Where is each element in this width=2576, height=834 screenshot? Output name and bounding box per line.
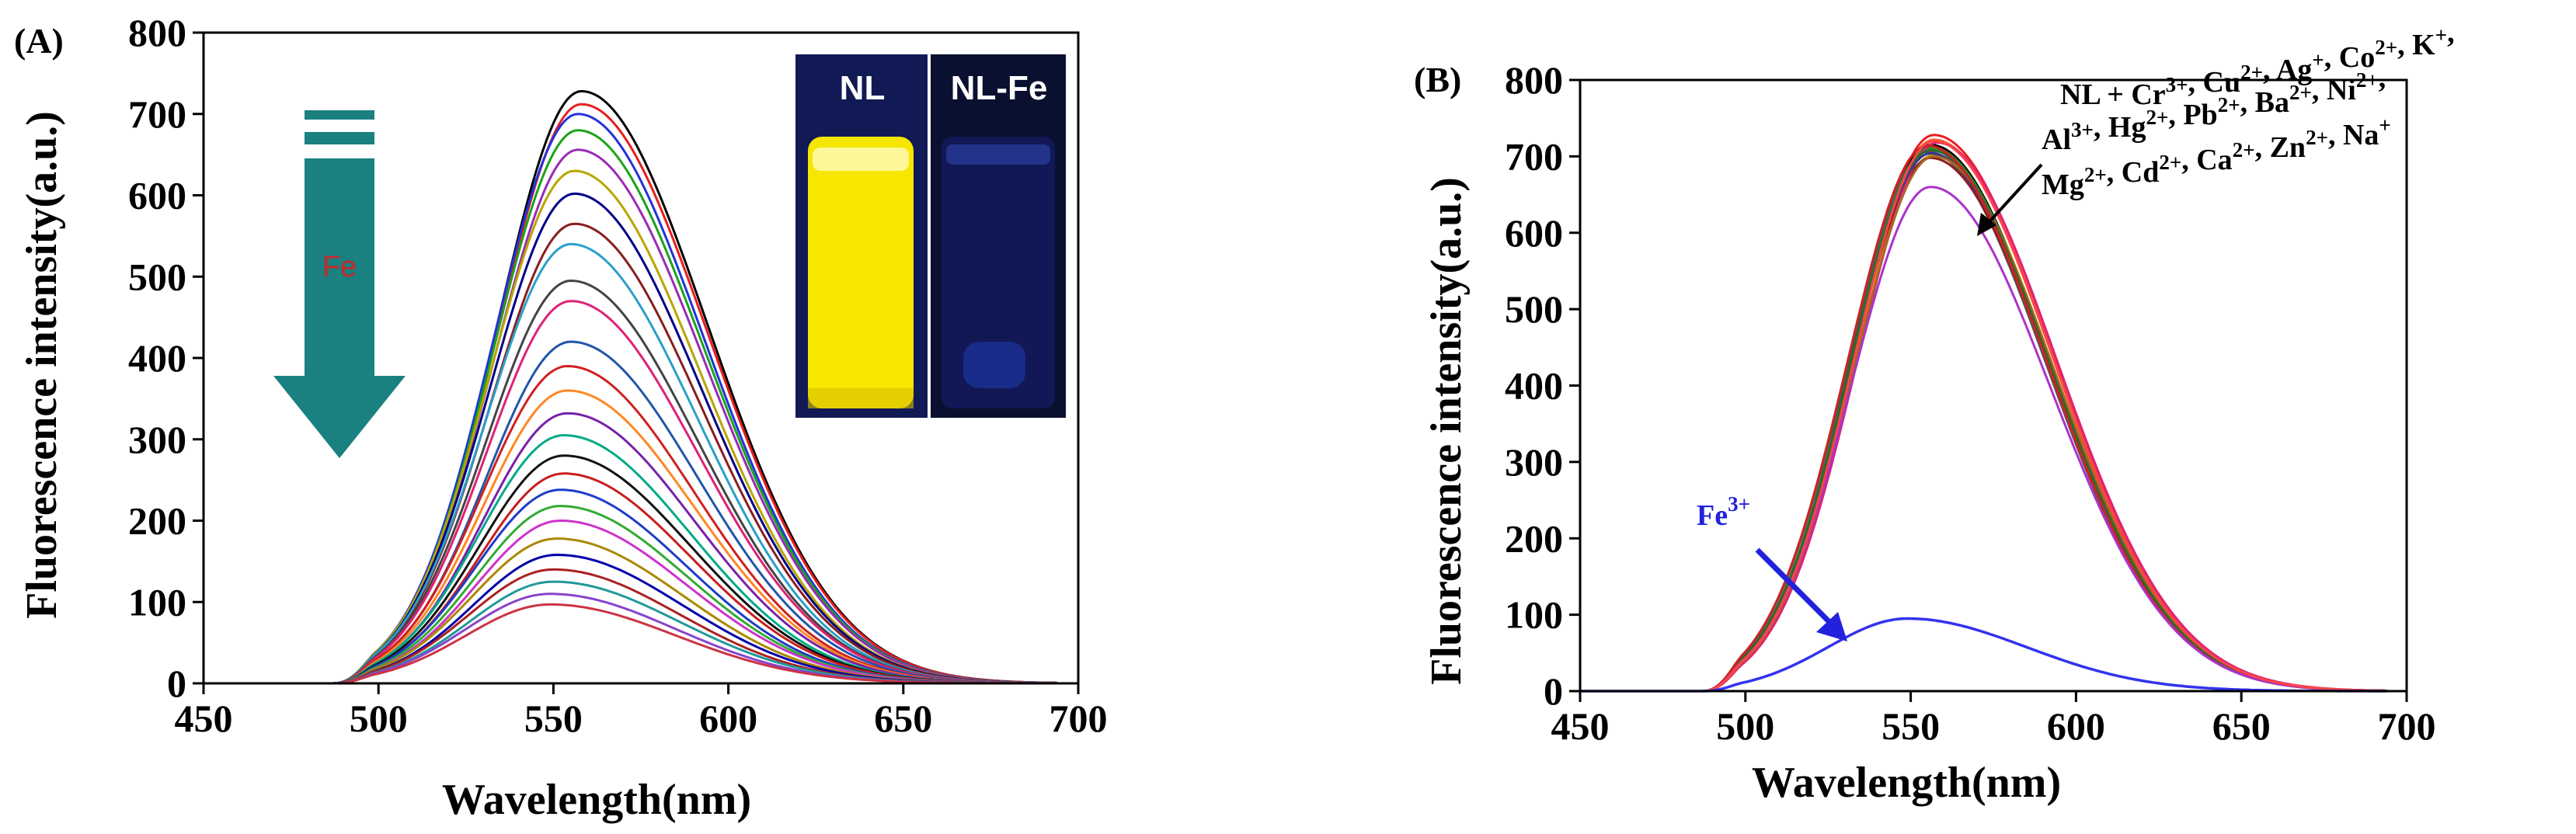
panel-b-xlabel: Wavelength(nm) (1752, 759, 2061, 807)
spectrum-line (1580, 186, 2387, 693)
y-tick-label: 700 (128, 92, 186, 136)
inset-label-nl-fe: NL-Fe (951, 69, 1048, 107)
y-tick-label: 100 (1505, 593, 1563, 637)
spectrum-line (204, 505, 1057, 685)
fe3-label: Fe3+ (1697, 492, 1750, 532)
y-tick-label: 200 (1505, 516, 1563, 560)
panel-b-ylabel: Fluorescence intensity(a.u.) (1422, 177, 1471, 685)
fe3-label-base: Fe (1697, 499, 1728, 532)
fe3-arrow-icon (1755, 547, 1847, 641)
panel-a-label: (A) (14, 21, 64, 61)
vial-yellow-fluorescence-icon (808, 137, 914, 408)
x-tick-label: 450 (1551, 704, 1610, 748)
y-tick-label: 600 (1505, 211, 1563, 255)
spectrum-line (204, 519, 1057, 685)
spectrum-line (204, 412, 1057, 685)
inset-photo: NL NL-Fe (795, 54, 1066, 418)
y-tick-label: 700 (1505, 134, 1563, 178)
x-tick-label: 500 (350, 697, 408, 740)
y-tick-label: 200 (128, 499, 186, 543)
ion-list-line: Al3+, Hg2+, Pb2+, Ba2+, Ni2+, (2042, 61, 2386, 156)
ion-list-line: NL + Cr3+, Cu2+, Ag+, Co2+, K+, (2060, 16, 2455, 111)
panel-a-ticks: 450 500 550 600 650 700 0 100 200 300 400 500 600 700… (128, 11, 1108, 740)
spectrum-line (1580, 156, 2387, 693)
panel-b-frame (1579, 78, 2408, 693)
x-tick-label: 700 (1050, 697, 1108, 740)
ion-list-annotation: NL + Cr3+, Cu2+, Ag+, Co2+, K+,Al3+, Hg2… (2042, 16, 2455, 201)
x-tick-label: 650 (2212, 704, 2271, 748)
y-tick-label: 300 (1505, 440, 1563, 484)
x-tick-label: 550 (1882, 704, 1940, 748)
x-tick-label: 500 (1716, 704, 1774, 748)
spectrum-line (204, 580, 1057, 685)
inset-label-nl: NL (840, 69, 886, 107)
x-tick-label: 700 (2378, 704, 2436, 748)
x-tick-label: 450 (175, 697, 233, 740)
ion-list-line: Mg2+, Cd2+, Ca2+, Zn2+, Na+ (2042, 113, 2391, 201)
y-tick-label: 400 (128, 336, 186, 380)
spectrum-line (204, 454, 1058, 685)
panel-b-ticks: 450 500 550 600 650 700 0 100 200 300 400 500 600 700… (1505, 58, 2436, 748)
panel-a-frame (202, 31, 1080, 685)
y-tick-label: 100 (128, 580, 186, 624)
quench-arrow-label: Fe (322, 251, 357, 283)
spectrum-line (204, 472, 1057, 685)
x-tick-label: 600 (699, 697, 757, 740)
x-tick-label: 550 (524, 697, 583, 740)
y-tick-label: 400 (1505, 364, 1563, 408)
x-tick-label: 650 (874, 697, 932, 740)
spectrum-line (1580, 140, 2387, 693)
x-tick-label: 600 (2047, 704, 2105, 748)
panel-b-label: (B) (1414, 60, 1461, 99)
spectrum-line (204, 488, 1057, 685)
y-tick-label: 0 (1544, 669, 1563, 713)
ion-list-arrow-icon (1977, 163, 2043, 236)
panel-a-xlabel: Wavelength(nm) (442, 776, 751, 824)
spectrum-line (204, 568, 1058, 685)
y-tick-label: 300 (128, 418, 186, 461)
y-tick-label: 0 (167, 662, 186, 705)
vial-quenched-blue-icon (942, 137, 1055, 408)
y-tick-label: 800 (1505, 58, 1563, 102)
y-tick-label: 500 (128, 255, 186, 298)
quench-arrow-icon (273, 110, 406, 458)
panel-a-ylabel: Fluorescence intensity(a.u.) (18, 111, 66, 619)
fe3-label-sup: 3+ (1728, 492, 1750, 516)
panel-b: (B) Fluorescence intensity(a.u.) Wavelen… (1414, 16, 2455, 807)
spectrum-line (204, 433, 1058, 685)
y-tick-label: 500 (1505, 287, 1563, 331)
y-tick-label: 800 (128, 11, 186, 54)
y-tick-label: 600 (128, 174, 186, 217)
panel-a: (A) Fluorescence intensity(a.u.) Wavelen… (14, 11, 1108, 824)
